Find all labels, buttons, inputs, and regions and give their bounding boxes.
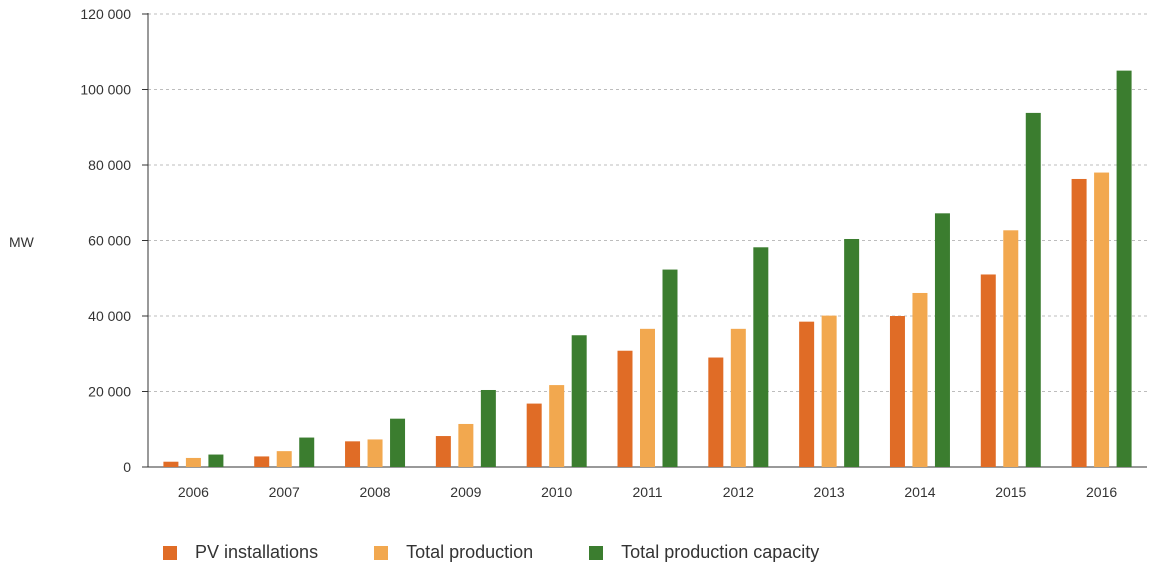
x-tick-label: 2014 (904, 484, 935, 500)
y-tick-label: 0 (123, 459, 131, 475)
legend-label: Total production (406, 542, 534, 562)
x-tick-label: 2011 (632, 484, 662, 500)
bar-total-production-capacity-2008 (390, 418, 406, 467)
legend: PV installations Total production Total pr… (163, 542, 875, 563)
bar-pv-installations-2010 (526, 403, 542, 467)
x-tick-label: 2007 (269, 484, 300, 500)
y-tick-labels: 0 20 000 40 000 60 000 80 000 100 000 120 000 (80, 6, 131, 475)
bar-total-production-2008 (367, 439, 383, 467)
bar-pv-installations-2014 (889, 316, 905, 467)
bars (163, 70, 1132, 468)
bar-pv-installations-2013 (799, 321, 815, 467)
bar-total-production-2006 (185, 457, 201, 467)
legend-swatch (589, 545, 604, 560)
bar-pv-installations-2012 (708, 357, 724, 467)
bar-pv-installations-2015 (980, 274, 996, 467)
bar-total-production-2012 (730, 328, 746, 467)
y-tick-label: 20 000 (88, 384, 131, 400)
x-tick-labels: 2006 2007 2008 2009 2010 2011 2012 2013 2014 2015… (178, 484, 1118, 500)
bar-pv-installations-2011 (617, 350, 633, 467)
x-tick-label: 2009 (450, 484, 481, 500)
bar-total-production-capacity-2015 (1025, 112, 1041, 467)
x-tick-label: 2006 (178, 484, 209, 500)
bar-total-production-2013 (821, 315, 837, 467)
bar-total-production-capacity-2011 (662, 269, 678, 467)
bar-pv-installations-2007 (254, 456, 270, 467)
legend-label: PV installations (195, 542, 319, 562)
legend-swatch (374, 545, 389, 560)
bar-pv-installations-2009 (435, 436, 451, 467)
y-tick-label: 60 000 (88, 233, 131, 249)
bar-total-production-capacity-2013 (844, 238, 860, 467)
y-tick-label: 120 000 (80, 6, 131, 22)
y-tick-label: 40 000 (88, 308, 131, 324)
x-tick-label: 2008 (359, 484, 390, 500)
y-tick-label: 80 000 (88, 157, 131, 173)
bar-total-production-capacity-2016 (1116, 70, 1132, 467)
legend-item: Total production capacity (589, 542, 819, 563)
legend-item: PV installations (163, 542, 318, 563)
legend-item: Total production (374, 542, 533, 563)
x-tick-label: 2013 (814, 484, 845, 500)
x-tick-label: 2010 (541, 484, 572, 500)
bar-total-production-2007 (276, 451, 292, 467)
y-tick-label: 100 000 (80, 82, 131, 98)
x-tick-label: 2012 (723, 484, 754, 500)
bar-pv-installations-2008 (345, 441, 361, 467)
bar-total-production-capacity-2014 (934, 213, 950, 467)
bar-total-production-2010 (549, 385, 565, 467)
bar-total-production-capacity-2009 (480, 389, 496, 467)
x-tick-label: 2015 (995, 484, 1026, 500)
bar-total-production-2015 (1003, 230, 1019, 467)
bar-pv-installations-2016 (1071, 178, 1087, 467)
bar-total-production-capacity-2010 (571, 335, 587, 467)
bar-total-production-capacity-2006 (208, 454, 224, 467)
x-tick-label: 2016 (1086, 484, 1117, 500)
bar-total-production-2016 (1094, 172, 1110, 468)
legend-label: Total production capacity (621, 542, 820, 562)
bar-total-production-capacity-2012 (753, 247, 769, 467)
legend-swatch (163, 545, 177, 560)
bar-pv-installations-2006 (163, 461, 179, 467)
y-axis-title: MW (9, 234, 35, 250)
bar-total-production-capacity-2007 (299, 437, 315, 467)
bar-total-production-2009 (458, 423, 474, 467)
bar-total-production-2011 (640, 328, 655, 467)
bar-total-production-2014 (912, 292, 928, 467)
